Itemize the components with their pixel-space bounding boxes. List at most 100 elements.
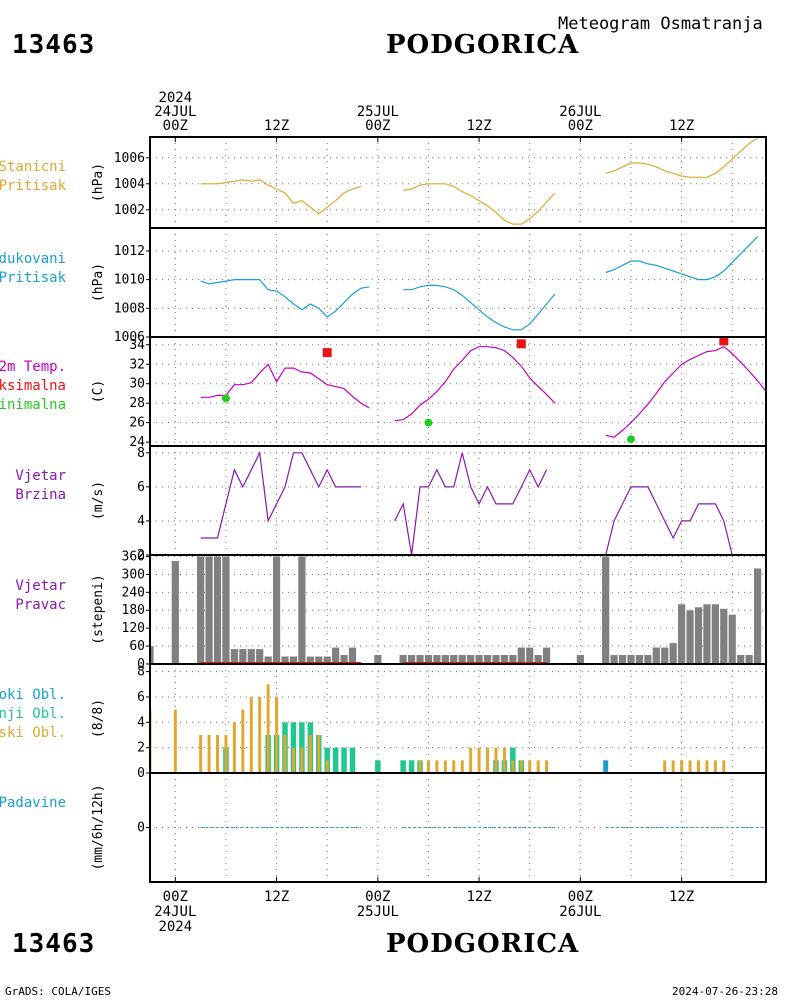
wind-direction-bar [720,608,728,664]
time-label-top: 12Z [466,118,491,134]
wind-direction-bar [407,655,416,664]
time-label-bottom: 24JUL [154,904,196,920]
clouds-marks [150,684,766,773]
low-cloud-bar [418,760,422,773]
wind-direction-bar [737,655,745,664]
clouds-panel-label: Srednji Obl. [0,706,66,722]
mid-cloud-bar [341,747,347,773]
station-id-top: 13463 [12,30,96,60]
wind-direction-bar [669,643,677,664]
wind-ytick-label: 6 [137,480,145,495]
wind-direction-bar [150,646,154,664]
low-cloud-bar [173,709,177,773]
dir-panel-label: Pravac [15,597,66,613]
dir-ytick-label: 300 [122,567,145,582]
reduced-ytick-label: 1012 [114,244,145,259]
time-label-top: 00Z [568,118,593,134]
low-cloud-bar [300,747,304,773]
station-id-bottom: 13463 [12,929,96,959]
dir-unit-label: (stepeni) [91,574,106,644]
wind-direction-bar [298,556,306,664]
low-cloud-bar [317,734,321,773]
low-cloud-bar [241,709,245,773]
wind-direction-bar [264,656,272,664]
time-label-top: 2024 [158,90,192,106]
low-cloud-bar [460,760,464,773]
wind-direction-bar [213,556,222,664]
wind-direction-bar [610,655,618,664]
mid-cloud-bar [290,722,297,773]
wind-direction-bar [753,568,762,664]
dir-marks [150,556,762,664]
low-cloud-bar [469,747,473,773]
wind-direction-bar [483,655,492,664]
low-cloud-bar [688,760,692,773]
reduced-panel: 1006 1008 1010 1012 (hPa) Redukovani Pritisak [0,227,767,345]
time-label-bottom: 26JUL [559,904,601,920]
low-cloud-bar [232,722,236,773]
temp-panel-label: Maksimalna [0,378,66,394]
temp-ytick-label: 30 [129,377,145,392]
temp-series-line [200,363,370,409]
dir-ytick-label: 60 [129,639,145,654]
precip-unit-label: (mm/6h/12h) [91,784,106,870]
low-cloud-bar [477,747,481,773]
wind-direction-bar [500,655,509,664]
dir-ytick-label: 240 [122,585,145,600]
wind-panel-label: Vjetar [15,468,66,484]
pressure-ytick-label: 1002 [114,203,145,218]
reduced-ytick-label: 1006 [114,330,145,345]
time-label-bottom: 00Z [163,889,188,905]
pressure-series-line [403,183,556,225]
wind-direction-bar [230,649,238,664]
time-label-top: 25JUL [357,104,399,120]
time-label-top: 00Z [163,118,188,134]
wind-direction-bar [602,556,610,664]
low-cloud-bar [443,760,447,773]
low-cloud-bar [426,760,430,773]
pressure-panel-label: Pritisak [0,178,67,194]
precip-frame [149,772,767,883]
wind-direction-bar [517,647,525,664]
low-cloud-bar [224,734,228,773]
pressure-panel-label: Stanicni [0,159,66,175]
temp-panel-label: Minimalna [0,397,66,413]
wind-unit-label: (m/s) [91,481,106,520]
wind-direction-bar [661,647,669,664]
time-label-top: 12Z [264,118,289,134]
clouds-panel-label: Niski Obl. [0,725,66,741]
wind-direction-bar [526,647,534,664]
clouds-ytick-label: 2 [137,741,145,756]
wind-direction-bar [424,655,433,664]
low-cloud-bar [511,760,515,773]
temp-ytick-label: 34 [129,338,145,353]
low-cloud-bar [696,760,700,773]
wind-direction-bar [315,656,323,664]
wind-direction-bar [399,655,407,664]
pressure-ytick-label: 1004 [114,177,145,192]
time-label-top: 26JUL [559,104,601,120]
low-cloud-bar [216,734,220,773]
low-cloud-bar [502,747,506,773]
mid-cloud-bar [375,760,381,773]
clouds-ytick-label: 8 [137,665,145,680]
clouds-ytick-label: 6 [137,690,145,705]
temp-marks [200,337,766,444]
temp-ytick-label: 26 [129,416,145,431]
low-cloud-bar [486,747,490,773]
low-cloud-bar [663,760,667,773]
clouds-panel-label: Visoki Obl. [0,687,66,703]
temp-ytick-label: 28 [129,396,145,411]
low-cloud-bar [713,760,717,773]
wind-direction-bar [694,607,703,664]
low-cloud-bar [671,760,675,773]
city-title-bottom: PODGORICA [386,929,580,959]
wind-direction-bar [340,655,348,664]
mid-cloud-bar [299,722,305,773]
reduced-panel-label: Redukovani [0,251,66,267]
low-cloud-bar [680,760,684,773]
clouds-ytick-label: 4 [137,715,145,730]
wind-direction-bar [374,655,382,664]
dir-panel-label: Vjetar [15,578,66,594]
